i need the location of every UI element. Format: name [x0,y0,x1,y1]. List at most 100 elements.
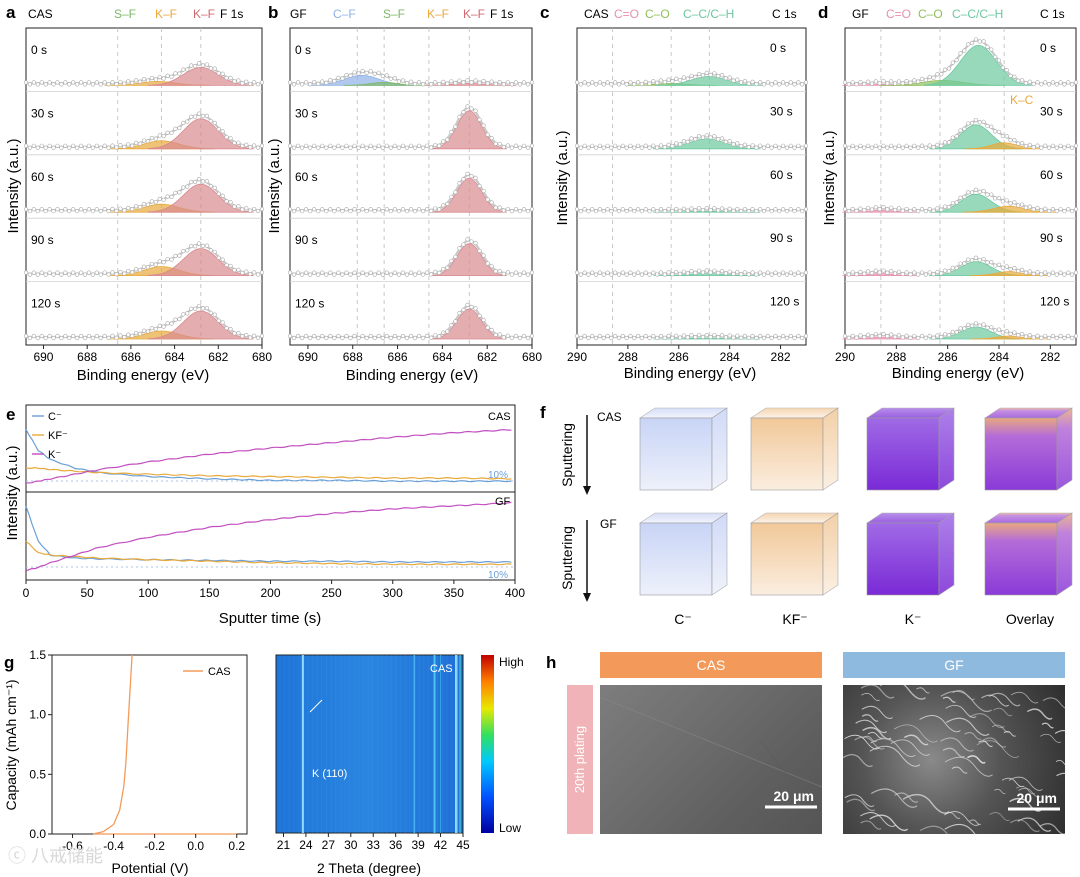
xps-b-row1-point-55 [509,145,514,150]
heat-stripe-29 [414,655,415,833]
xps-c-row0-point-51 [769,82,774,87]
sem-gf-flake-28 [944,823,976,834]
xps-c-row2-point-11 [616,209,622,214]
xps-a-row2-point-46 [204,179,210,184]
xps-b-row2-point-55 [509,209,514,214]
xps-d-row1-point-43 [1008,138,1013,143]
xps-d-row1-point-54 [1050,143,1055,148]
xps-c-row1-point-0 [574,143,580,148]
xps-d-row1-point-29 [954,134,959,139]
xps-d-row4-point-20 [919,333,925,339]
xps-b-row1-point-35 [429,145,434,150]
xps-a-row1-point-45 [200,113,206,119]
xps-c-row0-point-29 [685,76,690,81]
xps-d-row3-point-2 [850,270,855,275]
xps-b-row0-point-52 [497,79,502,85]
xps-c-row4-point-0 [574,333,580,339]
xps-b-row2-point-49 [485,197,490,202]
xps-a-row3-point-38 [173,253,178,258]
xps-c-row4-point-28 [681,333,686,338]
sem-gf-flake-20 [952,690,975,700]
xps-b-row0-point-4 [304,80,309,85]
xps-a-row4-point-8 [55,333,60,339]
xps-c-row2-point-30 [689,206,694,211]
heat-cas-label: CAS [430,663,453,675]
xps-b-row2-point-53 [501,208,506,213]
xps-a-row4-point-16 [86,333,92,339]
xps-d-time-2: 60 s [1040,168,1063,182]
g-legend: CAS [208,666,231,678]
xps-c-row4-point-31 [693,335,698,340]
xps-a-row1-point-38 [173,126,178,131]
xps-d-row1-point-17 [908,145,913,150]
xps-b-row1-point-47 [477,117,482,122]
xps-d-row2-point-22 [927,206,932,212]
xps-b-row2-point-7 [316,209,321,214]
xps-b-row2-point-51 [493,205,498,210]
xps-b-row0-point-2 [295,80,301,85]
xps-b-row0-point-37 [437,81,442,87]
xps-a-row1-point-26 [126,142,131,147]
xps-d-row3-point-12 [889,268,894,274]
cbar-high: High [499,655,524,669]
xps-d-row3-point-23 [931,272,936,277]
xps-b-row1-point-27 [396,145,402,150]
xps-d-row2-point-7 [869,207,875,212]
xps-c-row2-point-5 [593,209,599,214]
xps-d-row3-point-5 [862,271,867,276]
e-xlabel: Sputter time (s) [219,610,322,627]
xps-a-row2-point-18 [94,207,99,212]
xps-b-row4-point-53 [501,335,506,340]
xps-c-row2-point-29 [685,208,690,213]
xps-a-row2-point-15 [82,209,88,214]
xps-c-row2-point-56 [788,207,793,212]
xps-b-row4-point-24 [384,333,389,339]
xps-b-row1-point-51 [493,141,498,146]
xps-b-row3-point-39 [445,265,450,270]
c-ceqo-label: C=O [614,7,639,21]
xps-b-row4-point-13 [340,335,345,341]
xps-c-row2-point-33 [700,208,706,213]
xps-c-row1-point-37 [716,137,721,142]
cube-front-face [866,417,940,491]
heat-stripe-34 [437,655,439,833]
b-ylabel: Intensity (a.u.) [266,138,283,233]
e-ylabel: Intensity (a.u.) [4,445,21,540]
xps-b-row3-point-7 [316,272,321,277]
heat-tick-label-7: 42 [434,838,448,852]
g-cas-curve [92,654,237,835]
xps-d-row1-point-53 [1046,145,1052,150]
xps-d-row2-point-47 [1023,205,1029,210]
xps-b-row0-point-10 [328,78,333,83]
xps-b-row3-point-3 [300,272,305,277]
xps-a-row3-point-26 [126,268,131,274]
xps-b-row1-point-1 [291,145,297,150]
xps-b-row0-point-53 [501,82,506,87]
xps-b-row3-point-60 [529,270,535,275]
xps-b-row0-point-36 [433,80,438,85]
xps-a-row4-point-26 [126,332,131,337]
xps-d-row0-point-22 [927,74,932,80]
sem-gf-flake-54 [843,754,873,768]
h-plating-label: 20th plating [567,685,593,834]
xps-b-row0-point-48 [481,78,486,84]
xps-b-row2-point-30 [408,207,414,212]
heat-tick-label-3: 30 [344,838,358,852]
h-gf-header: GF [843,652,1065,678]
xps-c-row2-point-34 [704,206,709,211]
xps-b-row3-point-2 [295,270,301,275]
xps-d-row1-point-49 [1031,145,1036,150]
xps-a-row4-point-48 [212,312,217,317]
xps-d-tick-label-4: 282 [1040,350,1060,364]
xps-a-row3-point-49 [216,255,221,260]
xps-a-row0-point-54 [236,78,241,83]
xps-c-row0-point-20 [651,79,656,84]
xps-b-row4-point-46 [473,306,478,311]
xps-d-tick-label-0: 290 [835,350,855,364]
xps-c-row2-point-44 [742,206,748,212]
xps-b-row4-point-55 [509,335,514,341]
xps-d-row4-point-10 [881,331,886,337]
xps-d-row0-point-9 [877,81,882,86]
xps-c-row0-point-25 [670,79,675,84]
